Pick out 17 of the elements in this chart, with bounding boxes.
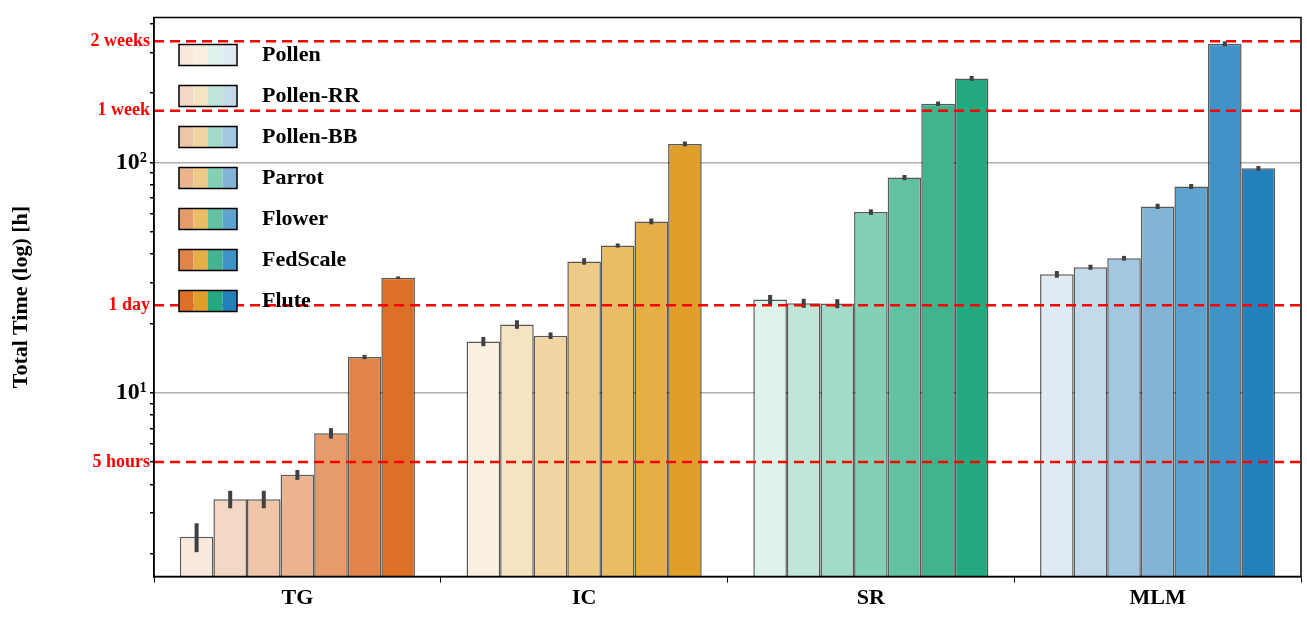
x-tick-label: SR bbox=[856, 584, 887, 610]
x-tick-label: IC bbox=[571, 584, 597, 610]
ref-line-label: 5 hours bbox=[92, 450, 150, 471]
x-tick-label: TG bbox=[281, 584, 314, 610]
ref-line-label: 1 week bbox=[97, 99, 150, 120]
y-tick-label: 10² bbox=[115, 147, 147, 174]
legend-label: FedScale bbox=[262, 246, 347, 272]
ref-line-label: 1 day bbox=[108, 293, 150, 314]
ref-line-label: 2 weeks bbox=[90, 30, 150, 51]
x-tick-label: MLM bbox=[1129, 584, 1186, 610]
legend-label: Pollen-RR bbox=[262, 82, 361, 108]
legend-label: Pollen-BB bbox=[262, 123, 358, 149]
legend-label: Parrot bbox=[262, 164, 325, 190]
legend-label: Pollen bbox=[262, 41, 321, 67]
legend-label: Flower bbox=[262, 205, 329, 231]
y-axis-title: Total Time (log) [h] bbox=[6, 205, 32, 389]
y-tick-label: 10¹ bbox=[115, 377, 147, 404]
